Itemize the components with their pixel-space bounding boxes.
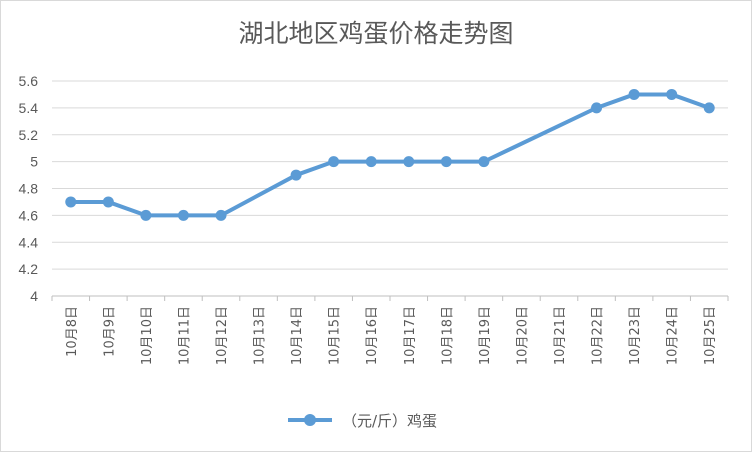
data-point [140, 209, 152, 221]
x-tick-label: 10月12日 [215, 306, 230, 365]
y-tick-label: 4.8 [19, 181, 39, 197]
x-tick-label: 10月22日 [591, 306, 606, 365]
data-point [65, 196, 77, 208]
x-tick-label: 10月20日 [515, 306, 530, 365]
x-tick-label: 10月25日 [703, 306, 718, 365]
data-point [403, 156, 415, 168]
y-tick-label: 4 [30, 288, 38, 304]
data-point [628, 88, 640, 100]
series-line [68, 92, 712, 218]
x-tick-label: 10月19日 [478, 306, 493, 365]
x-tick-label: 10月23日 [628, 306, 643, 365]
data-point [177, 209, 189, 221]
data-point [215, 209, 227, 221]
x-tick-label: 10月10日 [140, 306, 155, 365]
x-tick-label: 10月14日 [290, 306, 305, 365]
y-tick-label: 5 [30, 154, 38, 170]
chart-title: 湖北地区鸡蛋价格走势图 [238, 19, 514, 48]
x-tick-label: 10月16日 [365, 306, 380, 365]
x-tick-label: 10月13日 [253, 306, 268, 365]
y-tick-label: 5.6 [19, 73, 39, 89]
x-tick-label: 10月9日 [102, 306, 117, 357]
y-tick-label: 4.2 [19, 261, 39, 277]
x-tick-label: 10月21日 [553, 306, 568, 365]
y-tick-label: 5.2 [19, 127, 39, 143]
data-point [290, 169, 302, 181]
legend-swatch [288, 407, 332, 433]
x-tick-label: 10月8日 [65, 306, 80, 357]
y-tick-label: 4.6 [19, 207, 39, 223]
legend-label: （元/斤）鸡蛋 [342, 411, 438, 430]
data-point [365, 156, 377, 168]
data-point [440, 156, 452, 168]
x-tick-label: 10月18日 [440, 306, 455, 365]
data-point [328, 156, 340, 168]
legend: （元/斤）鸡蛋 [288, 407, 437, 433]
x-tick-label: 10月24日 [666, 306, 681, 365]
y-tick-label: 4.4 [19, 234, 39, 250]
x-tick-label: 10月15日 [328, 306, 343, 365]
x-tick-label: 10月11日 [177, 306, 192, 365]
data-point [666, 88, 678, 100]
x-tick-label: 10月17日 [403, 306, 418, 365]
data-point [478, 156, 490, 168]
data-point [703, 102, 715, 114]
data-point [102, 196, 114, 208]
y-tick-label: 5.4 [19, 100, 39, 116]
data-point [591, 102, 603, 114]
